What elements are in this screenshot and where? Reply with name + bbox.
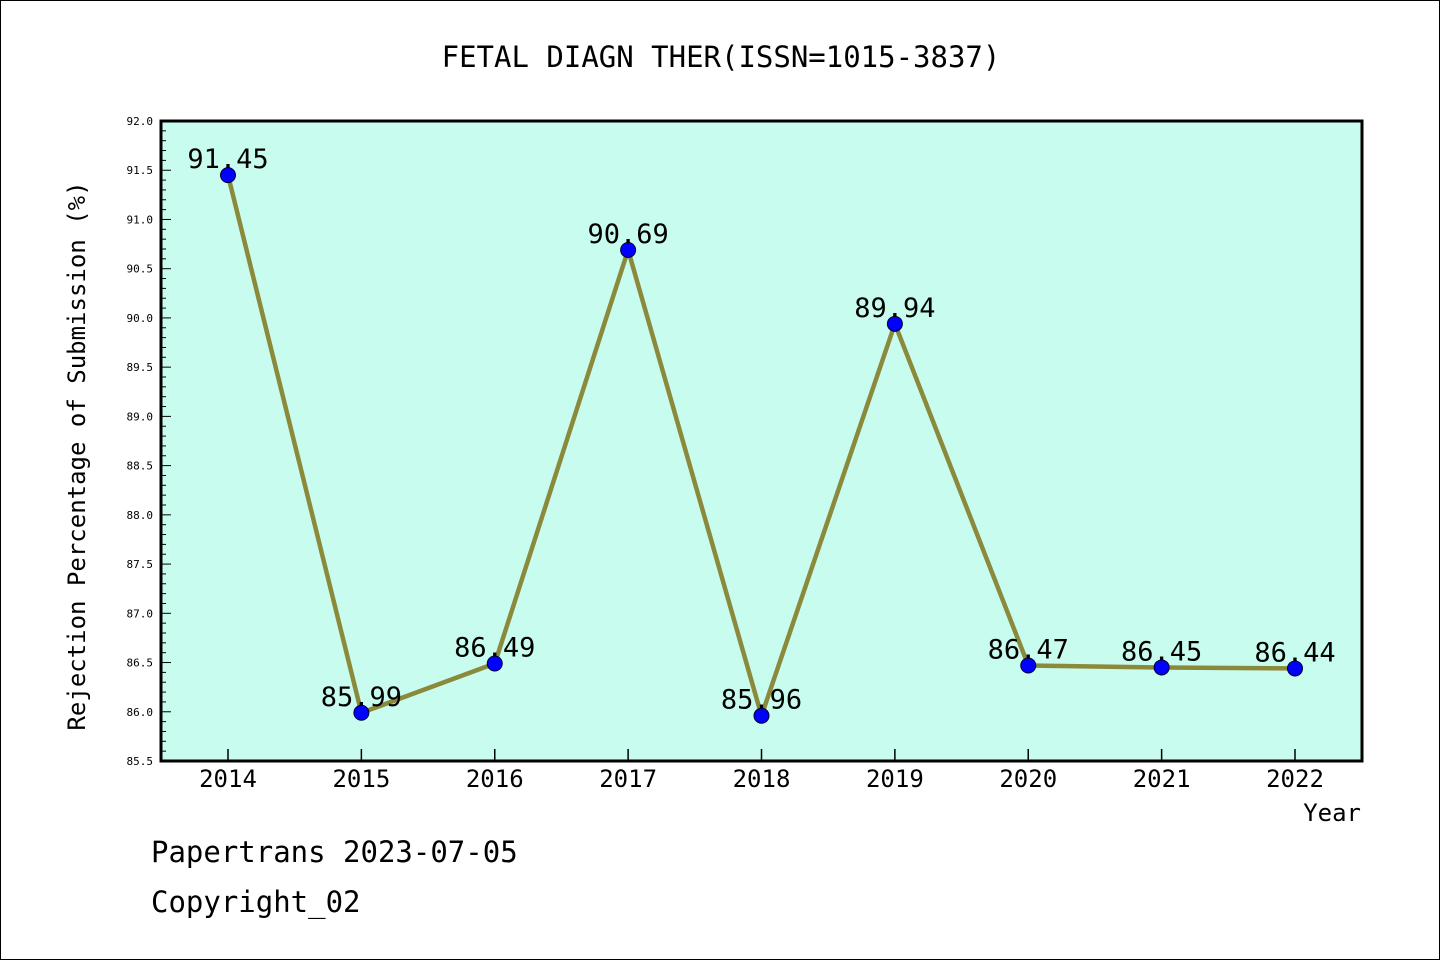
- x-tick-label: 2020: [999, 765, 1057, 793]
- data-label: 86.45: [1121, 636, 1202, 667]
- y-axis: 85.5 86.0 86.5 87.0 87.5 88.0 88.5 89.0 89.5 90.0…: [127, 115, 171, 768]
- data-label: 85.96: [721, 685, 802, 716]
- data-point-marker: [220, 167, 236, 184]
- data-point-marker: [886, 315, 903, 332]
- footer-copyright-text: Copyright_02: [151, 885, 361, 919]
- y-axis-label: Rejection Percentage of Submission (%): [63, 181, 91, 730]
- data-point-marker: [753, 707, 770, 724]
- series-markers: [220, 167, 1303, 724]
- y-tick-label: 89.0: [127, 410, 154, 423]
- y-tick-label: 90.5: [127, 263, 154, 276]
- footer-date-text: Papertrans 2023-07-05: [151, 835, 518, 869]
- data-label: 86.44: [1254, 637, 1335, 668]
- data-label: 89.94: [854, 293, 935, 324]
- y-tick-label: 86.5: [127, 657, 154, 670]
- data-point-marker: [620, 241, 637, 258]
- data-point-marker: [1153, 659, 1170, 676]
- data-label: 86.49: [454, 633, 535, 664]
- y-tick-label: 85.5: [127, 755, 154, 768]
- data-label: 90.69: [587, 219, 668, 250]
- data-point-marker: [353, 704, 370, 721]
- x-tick-label: 2021: [1133, 765, 1191, 793]
- data-label: 86.47: [988, 634, 1069, 665]
- x-tick-label: 2014: [199, 765, 257, 793]
- y-tick-label: 86.0: [127, 706, 154, 719]
- y-tick-label: 88.5: [127, 460, 154, 473]
- y-tick-label: 87.5: [127, 558, 154, 571]
- y-tick-label: 88.0: [127, 509, 154, 522]
- y-tick-label: 87.0: [127, 607, 154, 620]
- data-labels: 91.45 85.99 86.49 90.69 85.96 89.94 86.47 86.45…: [187, 144, 1335, 716]
- y-tick-label: 91.5: [127, 164, 154, 177]
- data-point-marker: [1020, 657, 1037, 674]
- x-tick-label: 2016: [466, 765, 524, 793]
- data-label: 91.45: [187, 144, 268, 175]
- x-tick-label: 2015: [332, 765, 390, 793]
- plot-border: [159, 119, 1364, 763]
- x-tick-label: 2018: [733, 765, 791, 793]
- x-tick-label: 2019: [866, 765, 924, 793]
- x-axis: 2014 2015 2016 2017 2018 2019 2020 2021 2022: [199, 749, 1324, 793]
- data-point-marker: [486, 655, 503, 672]
- x-axis-label: Year: [1303, 799, 1361, 827]
- y-tick-label: 90.0: [127, 312, 154, 325]
- data-point-marker: [1287, 660, 1303, 677]
- chart-title: FETAL DIAGN THER(ISSN=1015-3837): [442, 40, 1001, 74]
- y-tick-label: 89.5: [127, 361, 154, 374]
- y-tick-label: 91.0: [127, 213, 154, 226]
- y-tick-label: 92.0: [127, 115, 154, 128]
- x-tick-label: 2022: [1266, 765, 1324, 793]
- plot-area: [161, 121, 1362, 761]
- x-tick-label: 2017: [599, 765, 657, 793]
- data-label: 85.99: [321, 682, 402, 713]
